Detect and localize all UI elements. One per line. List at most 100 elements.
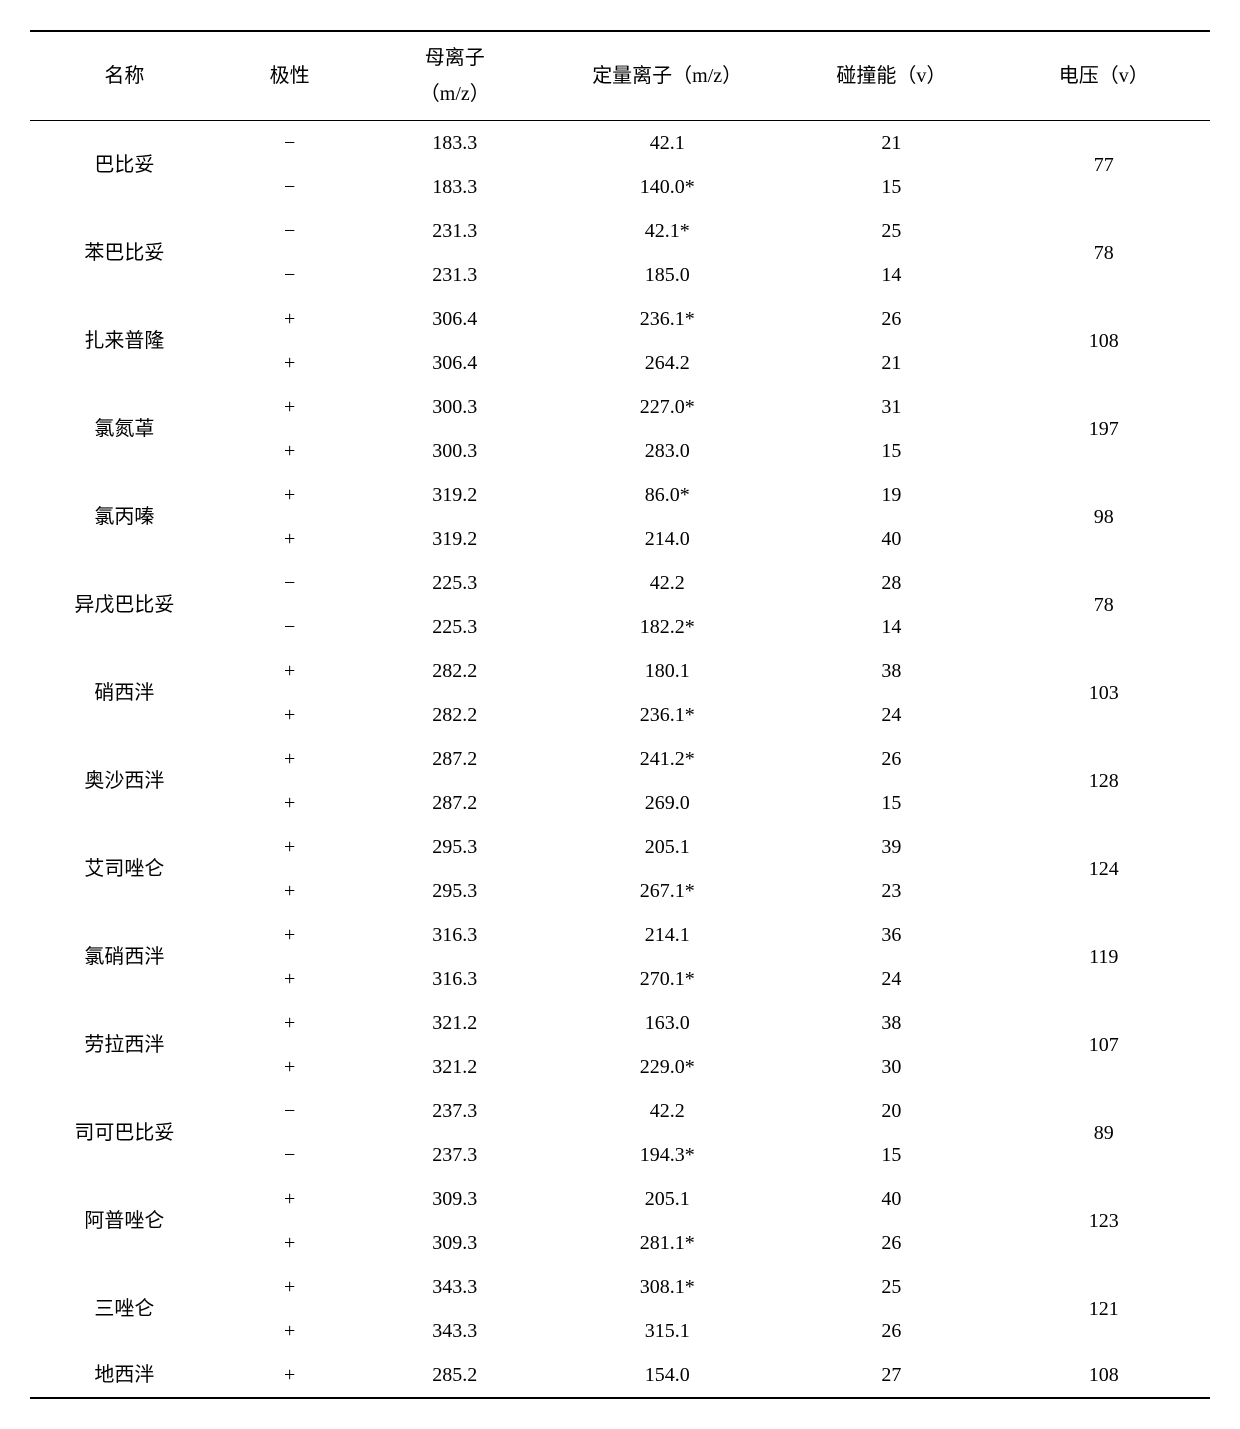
- cell-polarity: +: [219, 473, 361, 517]
- cell-polarity: +: [219, 341, 361, 385]
- cell-quant-ion: 236.1*: [549, 693, 785, 737]
- cell-collision: 40: [785, 517, 997, 561]
- cell-parent-ion: 285.2: [360, 1353, 549, 1398]
- cell-quant-ion: 315.1: [549, 1309, 785, 1353]
- cell-parent-ion: 225.3: [360, 605, 549, 649]
- cell-parent-ion: 231.3: [360, 209, 549, 253]
- cell-parent-ion: 183.3: [360, 121, 549, 166]
- cell-collision: 26: [785, 1221, 997, 1265]
- cell-parent-ion: 225.3: [360, 561, 549, 605]
- cell-name: 硝西泮: [30, 649, 219, 737]
- cell-parent-ion: 282.2: [360, 649, 549, 693]
- cell-collision: 38: [785, 649, 997, 693]
- cell-parent-ion: 237.3: [360, 1133, 549, 1177]
- cell-collision: 15: [785, 165, 997, 209]
- cell-voltage: 108: [998, 1353, 1210, 1398]
- cell-parent-ion: 343.3: [360, 1309, 549, 1353]
- header-parent-line2: （m/z）: [420, 83, 490, 105]
- cell-voltage: 197: [998, 385, 1210, 473]
- cell-polarity: −: [219, 253, 361, 297]
- cell-polarity: −: [219, 121, 361, 166]
- cell-quant-ion: 163.0: [549, 1001, 785, 1045]
- cell-polarity: +: [219, 429, 361, 473]
- cell-polarity: +: [219, 913, 361, 957]
- table-row: 三唑仑+343.3308.1*25121: [30, 1265, 1210, 1309]
- cell-quant-ion: 283.0: [549, 429, 785, 473]
- cell-name: 艾司唑仑: [30, 825, 219, 913]
- cell-parent-ion: 309.3: [360, 1177, 549, 1221]
- cell-voltage: 77: [998, 121, 1210, 210]
- table-row: 异戊巴比妥−225.342.22878: [30, 561, 1210, 605]
- cell-parent-ion: 306.4: [360, 297, 549, 341]
- cell-quant-ion: 86.0*: [549, 473, 785, 517]
- cell-quant-ion: 205.1: [549, 825, 785, 869]
- cell-collision: 40: [785, 1177, 997, 1221]
- cell-collision: 28: [785, 561, 997, 605]
- cell-collision: 38: [785, 1001, 997, 1045]
- cell-name: 地西泮: [30, 1353, 219, 1398]
- cell-name: 苯巴比妥: [30, 209, 219, 297]
- cell-voltage: 98: [998, 473, 1210, 561]
- cell-voltage: 121: [998, 1265, 1210, 1353]
- cell-quant-ion: 42.1*: [549, 209, 785, 253]
- cell-name: 三唑仑: [30, 1265, 219, 1353]
- table-row: 司可巴比妥−237.342.22089: [30, 1089, 1210, 1133]
- cell-collision: 36: [785, 913, 997, 957]
- cell-parent-ion: 321.2: [360, 1045, 549, 1089]
- cell-polarity: +: [219, 737, 361, 781]
- cell-parent-ion: 316.3: [360, 913, 549, 957]
- cell-name: 扎来普隆: [30, 297, 219, 385]
- data-table: 名称 极性 母离子 （m/z） 定量离子（m/z） 碰撞能（v） 电压（v） 巴…: [30, 30, 1210, 1399]
- cell-collision: 21: [785, 121, 997, 166]
- cell-quant-ion: 42.2: [549, 561, 785, 605]
- cell-parent-ion: 316.3: [360, 957, 549, 1001]
- cell-voltage: 78: [998, 561, 1210, 649]
- table-header: 名称 极性 母离子 （m/z） 定量离子（m/z） 碰撞能（v） 电压（v）: [30, 31, 1210, 121]
- cell-quant-ion: 154.0: [549, 1353, 785, 1398]
- header-parent-ion: 母离子 （m/z）: [360, 31, 549, 121]
- table-row: 氯氮䓬+300.3227.0*31197: [30, 385, 1210, 429]
- header-parent-line1: 母离子: [425, 47, 485, 69]
- cell-parent-ion: 183.3: [360, 165, 549, 209]
- cell-collision: 14: [785, 253, 997, 297]
- header-name: 名称: [30, 31, 219, 121]
- cell-polarity: +: [219, 1221, 361, 1265]
- cell-voltage: 128: [998, 737, 1210, 825]
- cell-collision: 26: [785, 737, 997, 781]
- cell-polarity: +: [219, 649, 361, 693]
- cell-quant-ion: 205.1: [549, 1177, 785, 1221]
- cell-name: 氯硝西泮: [30, 913, 219, 1001]
- cell-parent-ion: 295.3: [360, 825, 549, 869]
- cell-quant-ion: 241.2*: [549, 737, 785, 781]
- table-row: 阿普唑仑+309.3205.140123: [30, 1177, 1210, 1221]
- cell-parent-ion: 237.3: [360, 1089, 549, 1133]
- table-row: 氯丙嗪+319.286.0*1998: [30, 473, 1210, 517]
- header-voltage: 电压（v）: [998, 31, 1210, 121]
- cell-parent-ion: 319.2: [360, 473, 549, 517]
- cell-name: 司可巴比妥: [30, 1089, 219, 1177]
- table-row: 氯硝西泮+316.3214.136119: [30, 913, 1210, 957]
- table-row: 劳拉西泮+321.2163.038107: [30, 1001, 1210, 1045]
- cell-quant-ion: 269.0: [549, 781, 785, 825]
- cell-parent-ion: 287.2: [360, 781, 549, 825]
- cell-quant-ion: 214.1: [549, 913, 785, 957]
- table-row: 艾司唑仑+295.3205.139124: [30, 825, 1210, 869]
- cell-collision: 20: [785, 1089, 997, 1133]
- cell-collision: 24: [785, 957, 997, 1001]
- cell-parent-ion: 321.2: [360, 1001, 549, 1045]
- cell-name: 氯丙嗪: [30, 473, 219, 561]
- cell-name: 劳拉西泮: [30, 1001, 219, 1089]
- cell-polarity: +: [219, 297, 361, 341]
- cell-collision: 21: [785, 341, 997, 385]
- cell-voltage: 108: [998, 297, 1210, 385]
- cell-quant-ion: 308.1*: [549, 1265, 785, 1309]
- cell-name: 氯氮䓬: [30, 385, 219, 473]
- cell-collision: 25: [785, 1265, 997, 1309]
- cell-quant-ion: 42.2: [549, 1089, 785, 1133]
- cell-polarity: +: [219, 1045, 361, 1089]
- cell-quant-ion: 264.2: [549, 341, 785, 385]
- cell-collision: 30: [785, 1045, 997, 1089]
- cell-quant-ion: 180.1: [549, 649, 785, 693]
- cell-parent-ion: 295.3: [360, 869, 549, 913]
- cell-parent-ion: 343.3: [360, 1265, 549, 1309]
